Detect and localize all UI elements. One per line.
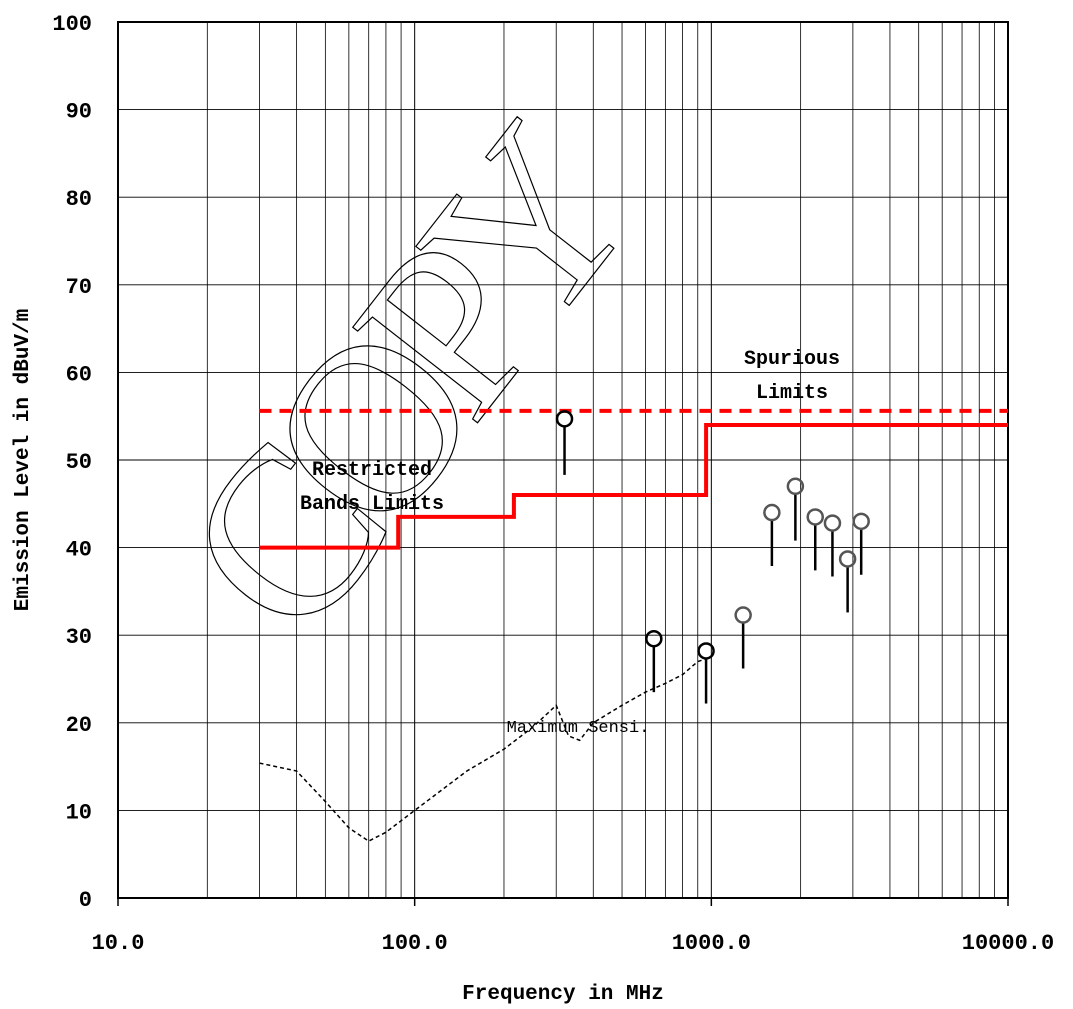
x-tick-label: 100.0 [382,931,448,956]
series-layer [259,408,1008,842]
y-tick-label: 100 [52,12,92,37]
measurement-marker [555,410,574,428]
copy-watermark: COPY [131,77,685,682]
y-tick-labels: 0 10 20 30 40 50 60 70 80 90 100 [52,12,92,913]
x-tick-label: 10.0 [92,931,145,956]
y-tick-label: 80 [66,187,92,212]
measurement-marker [645,629,663,648]
measurement-marker [823,514,842,532]
measurement-marker [734,606,752,624]
y-tick-label: 50 [66,450,92,475]
spurious-label-line1: Spurious [744,348,840,371]
y-tick-label: 10 [66,800,92,825]
spurious-label-line2: Limits [756,382,828,405]
y-tick-label: 60 [66,362,92,387]
y-tick-label: 40 [66,538,92,563]
x-axis-title: Frequency in MHz [462,983,664,1006]
y-tick-label: 0 [79,888,92,913]
grid [118,22,1008,898]
measurement-marker [763,503,781,522]
measurement-marker [786,477,805,496]
restricted-label-line1: Restricted [312,459,432,482]
max-sensitivity-line [259,656,712,842]
y-tick-label: 90 [66,100,92,125]
x-tick-label: 10000.0 [962,931,1054,956]
sensitivity-label: Maximum Sensi. [507,719,650,738]
x-tick-label: 1000.0 [672,931,751,956]
y-tick-label: 30 [66,625,92,650]
x-tick-labels: 10.0 100.0 1000.0 10000.0 [92,898,1054,956]
measurement-marker [697,642,715,660]
y-axis-title: Emission Level in dBuV/m [12,309,35,611]
y-tick-label: 70 [66,275,92,300]
measurement-marker [852,512,870,531]
measurement-marker [838,550,857,568]
plot-frame [117,21,1009,899]
restricted-limit-line [259,423,1008,550]
y-tick-label: 20 [66,713,92,738]
restricted-label-line2: Bands Limits [300,493,444,516]
measurement-marker [806,508,824,526]
